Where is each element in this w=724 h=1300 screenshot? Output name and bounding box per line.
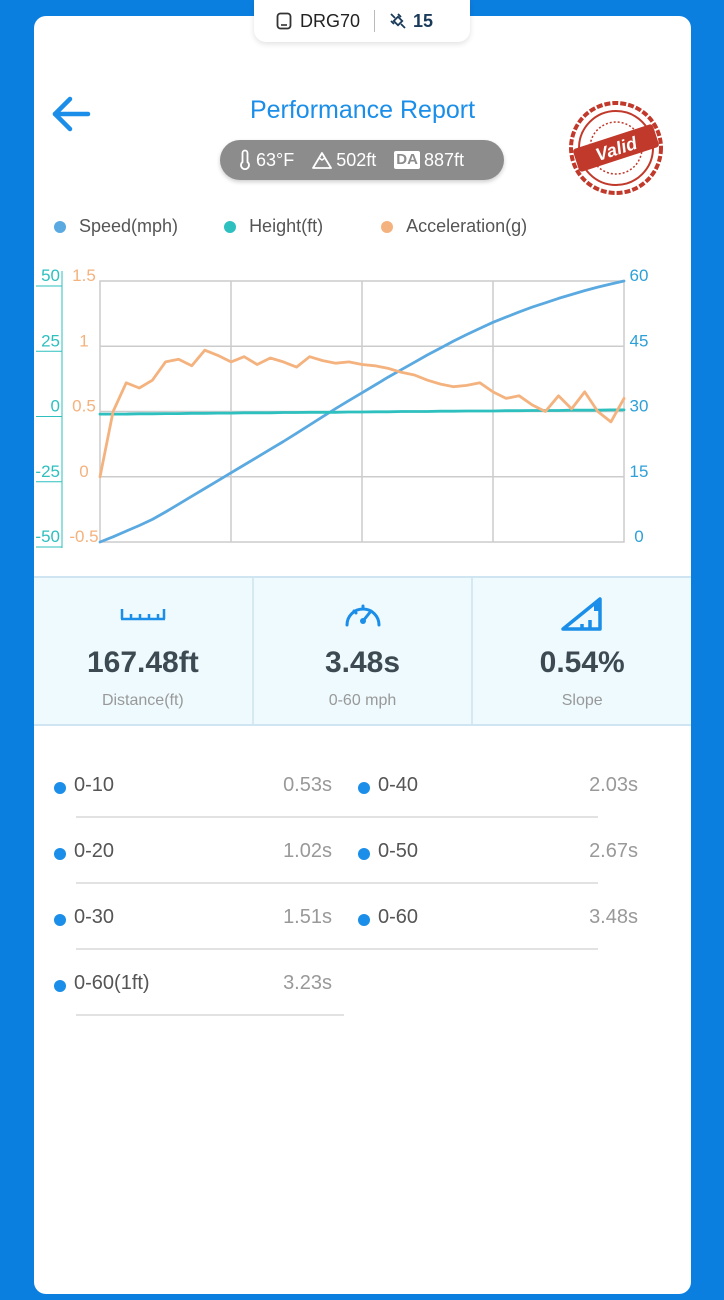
legend-label-speed: Speed(mph) [79, 216, 179, 236]
mountain-icon [312, 152, 333, 169]
split-row: 0-60 3.48s [76, 888, 638, 954]
divider [76, 948, 598, 950]
acceleration-tick-label: -0.5 [69, 527, 98, 546]
da-badge: DA [394, 151, 420, 169]
valid-stamp: Valid [566, 98, 666, 198]
split-name: 0-60(1ft) [74, 972, 150, 994]
satellite-icon [390, 13, 406, 29]
height-tick-label: -50 [35, 527, 60, 546]
back-button[interactable] [50, 94, 94, 134]
series-line-speed [98, 279, 626, 544]
acceleration-tick-label: 0 [79, 462, 88, 481]
split-row: 0-30 1.51s [34, 888, 332, 954]
altitude-item: 502ft [312, 150, 376, 171]
split-row: 0-40 2.03s [76, 756, 638, 822]
series-line-acceleration [98, 348, 626, 479]
divider [76, 1014, 344, 1016]
split-time: 2.03s [589, 774, 638, 796]
split-name: 0-10 [74, 774, 115, 796]
speedometer-icon [345, 604, 380, 627]
height-tick-label: 0 [51, 397, 60, 416]
split-name: 0-40 [378, 774, 419, 796]
divider [76, 816, 598, 818]
speed-tick-label: 0 [634, 527, 643, 546]
split-name: 0-60 [378, 906, 419, 928]
series-line-height [98, 408, 626, 416]
legend-dot-acceleration [381, 220, 394, 233]
ruler-icon [120, 609, 166, 621]
legend-height[interactable]: Height(ft) [224, 216, 323, 237]
acceleration-tick-label: 0.5 [72, 397, 96, 416]
speed-tick-label: 30 [630, 397, 649, 416]
thermometer-icon [240, 149, 250, 171]
split-name: 0-30 [74, 906, 115, 928]
valid-stamp-icon: Valid [569, 101, 663, 195]
zero-sixty-label: 0-60 mph [328, 692, 397, 709]
altitude-value: 502ft [336, 149, 377, 170]
legend-dot-speed [54, 220, 66, 233]
height-tick-label: 25 [41, 331, 60, 350]
stat-zero-sixty: 3.48s 0-60 mph [254, 578, 474, 724]
zero-sixty-value: 3.48s [324, 646, 401, 679]
acceleration-tick-label: 1 [79, 331, 88, 350]
split-time: 2.67s [589, 840, 638, 862]
split-row: 0-50 2.67s [76, 822, 638, 888]
divider [76, 882, 598, 884]
stats-panel: 167.48ft Distance(ft) 3.48s 0-60 mph 0.5… [34, 576, 691, 726]
temperature-value: 63°F [256, 149, 295, 170]
split-time: 0.53s [283, 774, 332, 796]
chart-legend: Speed(mph) Height(ft) Acceleration(g) [54, 216, 527, 237]
legend-dot-height [224, 220, 237, 233]
performance-chart: 50 25 0 -25 -50 1.5 1 0.5 0 -0.5 60 45 30 15 0 [35, 266, 649, 548]
split-name: 0-20 [74, 840, 115, 862]
bullet-icon [54, 782, 66, 794]
split-time: 1.51s [283, 906, 332, 928]
height-tick-label: 50 [41, 266, 60, 285]
split-name: 0-50 [378, 840, 419, 862]
bullet-icon [54, 914, 66, 926]
density-altitude-value: 887ft [423, 149, 464, 170]
temperature-item: 63°F [238, 149, 294, 171]
distance-value: 167.48ft [86, 646, 199, 679]
split-time: 1.02s [283, 840, 332, 862]
legend-speed[interactable]: Speed(mph) [54, 216, 178, 237]
bullet-icon [358, 914, 370, 926]
page-title: Performance Report [249, 96, 476, 124]
stat-distance: 167.48ft Distance(ft) [34, 578, 254, 724]
height-tick-label: -25 [35, 462, 60, 481]
density-altitude-item: DA 887ft [394, 150, 464, 171]
environment-pill: 63°F 502ft DA 887ft [220, 140, 504, 180]
device-name: DRG70 [300, 10, 361, 31]
bullet-icon [358, 782, 370, 794]
report-card: Performance Report Valid 63°F 502ft DA 8… [34, 16, 691, 1294]
split-time: 3.23s [283, 972, 332, 994]
device-icon [276, 12, 292, 30]
divider [374, 10, 376, 32]
split-row: 0-10 0.53s [34, 756, 332, 822]
bullet-icon [54, 848, 66, 860]
legend-acceleration[interactable]: Acceleration(g) [381, 216, 527, 237]
split-row: 0-20 1.02s [34, 822, 332, 888]
slope-label: Slope [561, 692, 603, 709]
split-time: 3.48s [589, 906, 638, 928]
legend-label-height: Height(ft) [249, 216, 324, 236]
speed-tick-label: 45 [630, 331, 649, 350]
distance-label: Distance(ft) [101, 692, 184, 709]
slope-icon [561, 597, 602, 631]
slope-value: 0.54% [539, 646, 625, 679]
acceleration-tick-label: 1.5 [72, 266, 96, 285]
speed-tick-label: 60 [630, 266, 649, 285]
split-row: 0-60(1ft) 3.23s [34, 954, 344, 1020]
satellite-count: 15 [413, 10, 434, 31]
legend-label-acceleration: Acceleration(g) [406, 216, 528, 236]
arrow-left-icon [52, 96, 91, 132]
speed-tick-label: 15 [630, 462, 649, 481]
device-status-pill[interactable]: DRG70 15 [254, 0, 470, 42]
bullet-icon [54, 980, 66, 992]
bullet-icon [358, 848, 370, 860]
stat-slope: 0.54% Slope [473, 578, 691, 724]
